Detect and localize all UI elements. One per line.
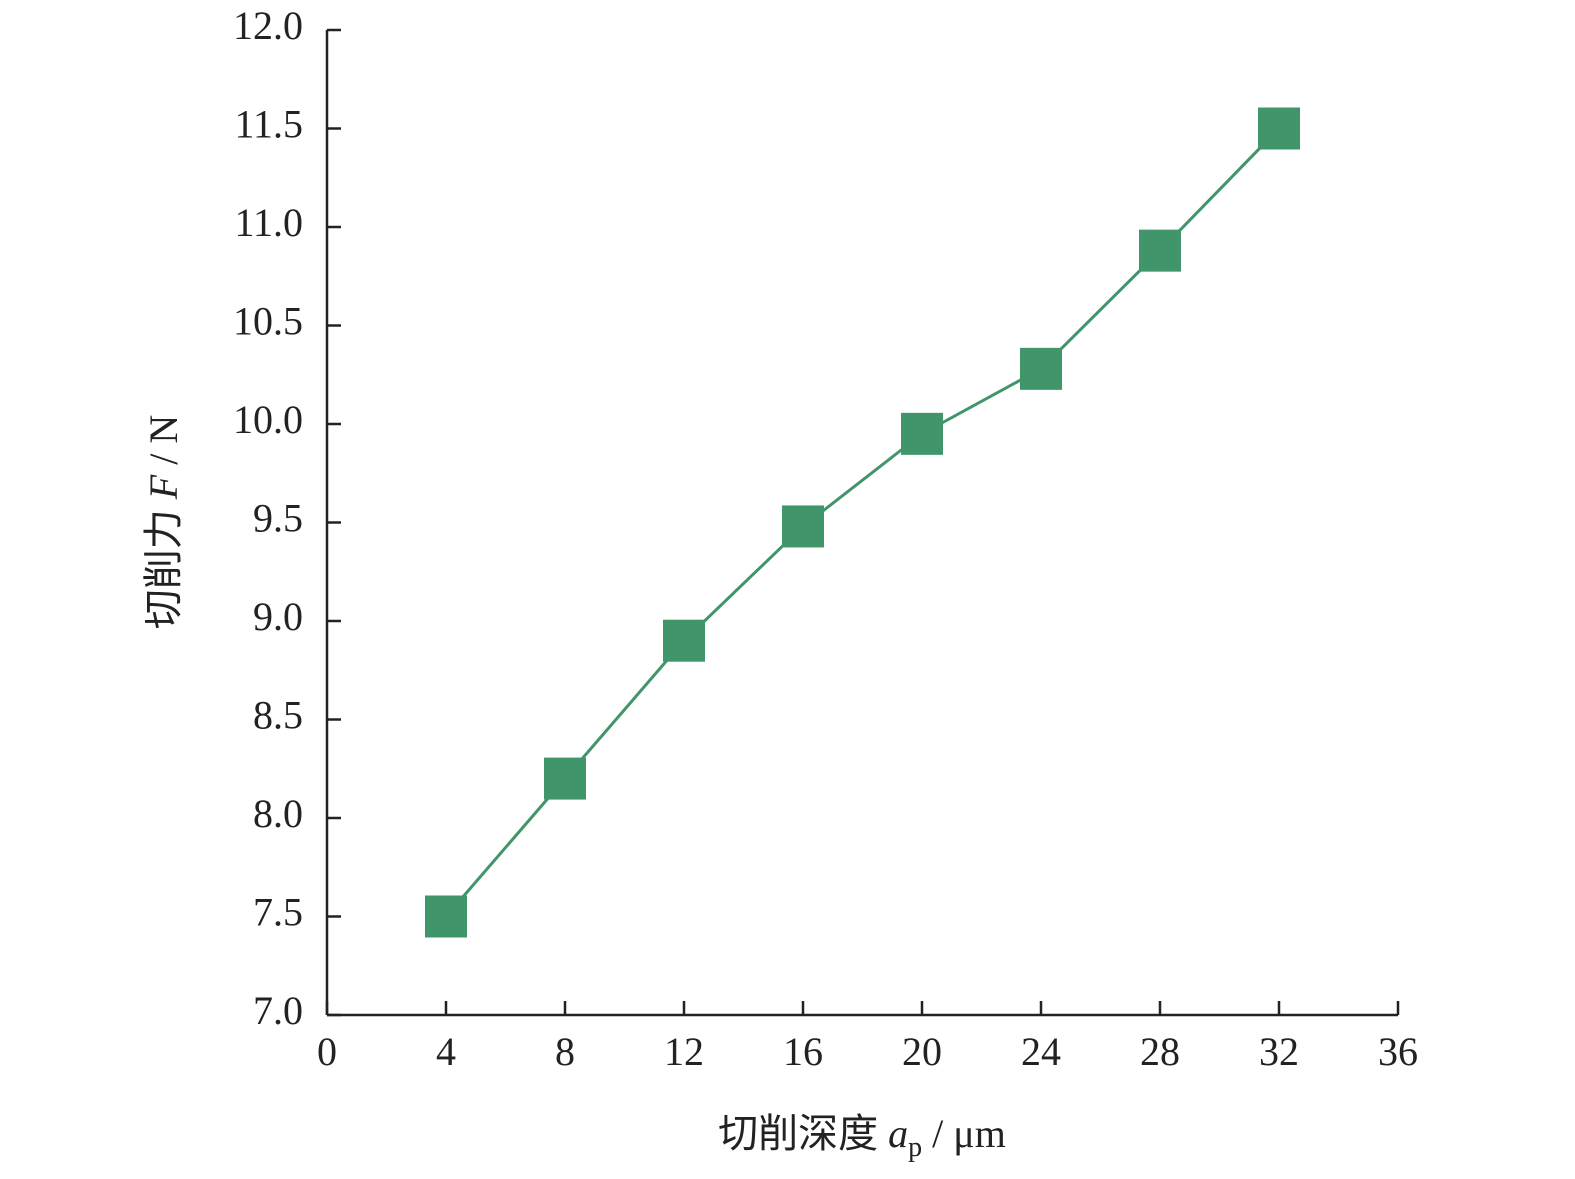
y-tick-label: 11.0 <box>234 200 303 245</box>
y-label-part: / N <box>141 415 186 475</box>
marker <box>1258 107 1300 150</box>
marker <box>1139 229 1181 272</box>
x-tick-label: 8 <box>555 1029 575 1074</box>
y-label-part: F <box>141 474 186 500</box>
x-label-part: 切削深度 <box>718 1111 888 1156</box>
y-tick-label: 8.5 <box>253 693 303 738</box>
x-tick-label: 12 <box>664 1029 704 1074</box>
x-tick-label: 36 <box>1378 1029 1418 1074</box>
marker <box>782 505 824 548</box>
marker <box>663 619 705 662</box>
x-tick-label: 20 <box>902 1029 942 1074</box>
y-axis-label: 切削力 F / N <box>141 415 186 629</box>
marker <box>544 757 586 800</box>
y-tick-label: 7.5 <box>253 890 303 935</box>
x-label-part: p <box>908 1132 922 1163</box>
x-tick-label: 28 <box>1140 1029 1180 1074</box>
y-tick-label: 9.5 <box>253 496 303 541</box>
x-tick-label: 4 <box>436 1029 456 1074</box>
y-tick-label: 7.0 <box>253 988 303 1033</box>
marker <box>425 895 467 938</box>
x-label-part: a <box>888 1111 908 1156</box>
x-tick-label: 32 <box>1259 1029 1299 1074</box>
y-tick-label: 11.5 <box>234 102 303 147</box>
marker <box>901 412 943 455</box>
x-tick-label: 0 <box>317 1029 337 1074</box>
marker <box>1020 347 1062 390</box>
x-tick-label: 24 <box>1021 1029 1061 1074</box>
y-tick-label: 10.5 <box>233 299 303 344</box>
y-tick-label: 9.0 <box>253 594 303 639</box>
y-tick-label: 8.0 <box>253 791 303 836</box>
y-label-part: 切削力 <box>141 499 186 629</box>
x-tick-label: 16 <box>783 1029 823 1074</box>
y-tick-label: 12.0 <box>233 3 303 48</box>
x-label-part: / μm <box>922 1111 1006 1156</box>
x-axis-label: 切削深度 ap / μm <box>718 1111 1006 1163</box>
y-tick-label: 10.0 <box>233 397 303 442</box>
